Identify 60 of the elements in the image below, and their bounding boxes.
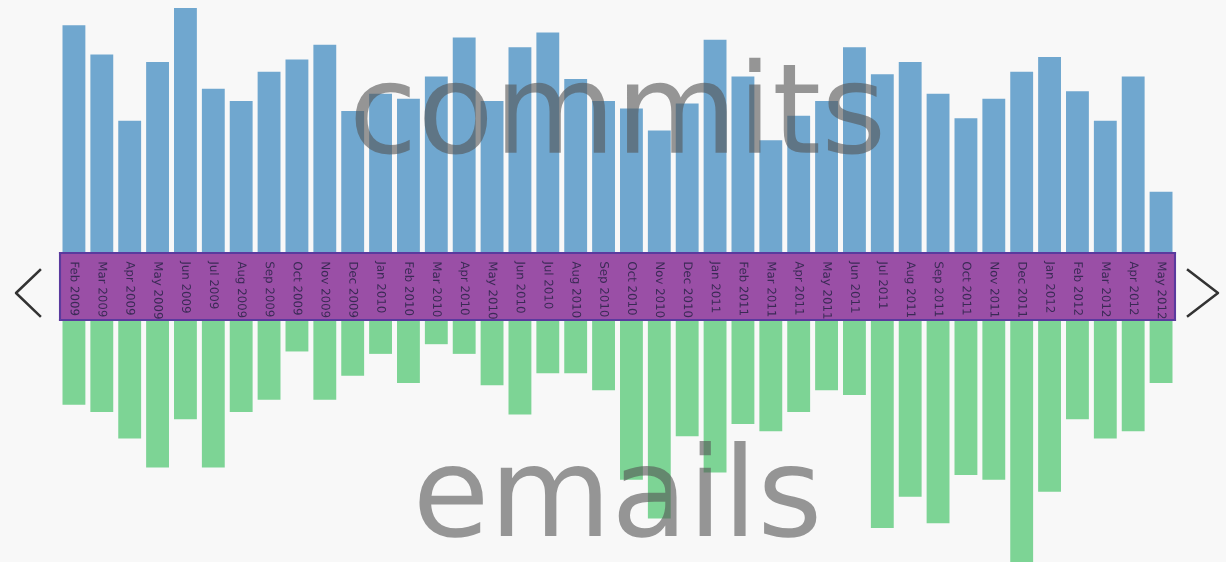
bar xyxy=(174,8,197,253)
x-tick-label: Apr 2009 xyxy=(123,261,136,315)
x-tick-label: Mar 2009 xyxy=(98,262,108,317)
x-tick-label: Mar 2010 xyxy=(432,262,442,317)
bar xyxy=(926,93,950,253)
x-tick-label: Nov 2011 xyxy=(990,262,1000,318)
x-tick-label: Jul 2009 xyxy=(207,260,220,309)
bar xyxy=(1093,120,1117,253)
x-tick-label: Dec 2009 xyxy=(349,262,359,318)
x-tick-label: Jun 2009 xyxy=(179,260,191,313)
bar xyxy=(201,88,225,253)
x-tick-label: Feb 2011 xyxy=(739,262,749,315)
x-tick-label: Jan 2011 xyxy=(709,260,721,313)
x-tick-label: Sep 2011 xyxy=(932,262,944,317)
bar xyxy=(898,61,922,253)
x-tick-label: Aug 2010 xyxy=(569,261,582,318)
x-tick-label: Feb 2012 xyxy=(1074,262,1084,315)
x-tick-label: May 2009 xyxy=(151,262,164,319)
bar xyxy=(982,98,1006,253)
x-tick-label: Feb 2009 xyxy=(70,262,80,316)
x-tick-label: Dec 2011 xyxy=(1018,262,1028,317)
x-tick-label: Aug 2009 xyxy=(235,261,247,318)
x-tick-label: Jul 2011 xyxy=(876,260,889,309)
bar xyxy=(146,61,169,253)
x-tick-label: Nov 2009 xyxy=(321,262,331,318)
x-tick-label: Apr 2011 xyxy=(792,261,805,315)
bar xyxy=(229,101,253,253)
bar xyxy=(257,71,281,253)
x-tick-label: Dec 2010 xyxy=(683,262,693,318)
x-tick-label: Jul 2010 xyxy=(542,260,554,309)
x-tick-label: May 2010 xyxy=(486,262,498,319)
x-tick-label: Sep 2010 xyxy=(597,262,610,317)
x-tick-label: Jun 2011 xyxy=(848,260,860,313)
x-tick-label: Oct 2011 xyxy=(962,262,972,315)
x-tick-label: Jun 2010 xyxy=(514,260,526,313)
bar xyxy=(1066,91,1089,253)
bar xyxy=(1038,57,1061,253)
x-tick-label: Sep 2009 xyxy=(263,262,275,317)
x-tick-label: Mar 2011 xyxy=(767,262,777,317)
bar xyxy=(954,118,978,253)
bar xyxy=(313,44,337,253)
bar xyxy=(62,25,86,253)
bar xyxy=(1010,71,1034,253)
x-tick-label: May 2011 xyxy=(820,262,833,319)
x-tick-label: Nov 2010 xyxy=(655,262,665,318)
x-tick-label: Apr 2010 xyxy=(458,261,470,315)
x-tick-label: Apr 2012 xyxy=(1127,261,1139,315)
x-tick-label: Mar 2012 xyxy=(1101,262,1111,317)
bar xyxy=(285,59,309,253)
x-tick-label: May 2012 xyxy=(1155,262,1167,319)
x-tick-label: Oct 2010 xyxy=(628,262,637,315)
x-tick-label: Oct 2009 xyxy=(293,262,303,315)
bar xyxy=(118,120,142,253)
x-tick-label: Feb 2010 xyxy=(405,262,415,316)
x-tick-label: Jan 2012 xyxy=(1043,260,1056,313)
x-tick-label: Jan 2010 xyxy=(374,260,387,313)
bar xyxy=(1121,76,1145,253)
x-tick-label: Aug 2011 xyxy=(904,261,916,318)
bar xyxy=(90,54,114,253)
bar xyxy=(1149,191,1173,253)
